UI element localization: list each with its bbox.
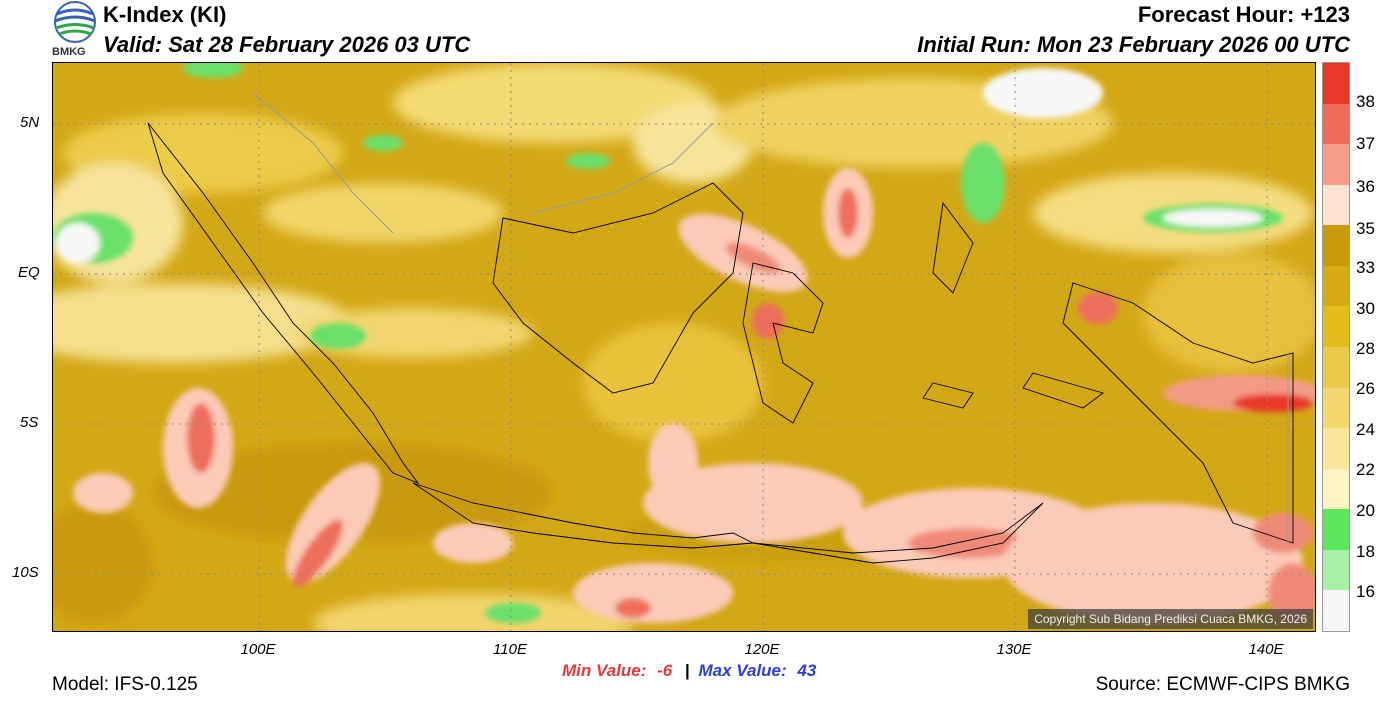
colorbar-segment [1323,103,1349,145]
max-label: Max Value: [698,661,787,680]
colorbar-label-16: 16 [1356,582,1375,601]
colorbar-segment [1323,468,1349,510]
colorbar-segment [1323,549,1349,591]
colorbar-label-20: 20 [1356,501,1375,520]
min-label: Min Value: [562,661,647,680]
lon-label-140e: 140E [1248,641,1284,658]
forecast-hour: Forecast Hour: +123 [1137,2,1350,27]
bmkg-logo-icon [50,0,100,62]
lon-label-120e: 120E [744,641,780,658]
colorbar-segment [1323,387,1349,429]
chart-title: K-Index (KI) [103,2,227,27]
borders [252,92,1289,543]
colorbar-label-35: 35 [1356,219,1375,238]
lat-label-5s: 5S [20,414,39,431]
low-index-areas [53,63,1283,623]
k-index-map: Copyright Sub Bidang Prediksi Cuaca BMKG… [52,62,1316,632]
colorbar-label-24: 24 [1356,420,1375,439]
logo-text: BMKG [52,46,86,58]
map-canvas [53,63,1315,631]
min-value: -6 [657,661,673,680]
lat-label-10s: 10S [12,564,39,581]
colorbar-label-22: 22 [1356,460,1375,479]
colorbar-segment [1323,590,1349,632]
colorbar-segment [1323,347,1349,389]
high-index-areas [73,168,1315,623]
colorbar-segment [1323,265,1349,307]
colorbar-label-36: 36 [1356,177,1375,196]
source-info: Source: ECMWF-CIPS BMKG [1095,674,1350,695]
colorbar-segment [1323,225,1349,267]
colorbar-segment [1323,63,1349,105]
colorbar-label-30: 30 [1356,299,1375,318]
colorbar [1322,62,1350,632]
colorbar-segment [1323,428,1349,470]
lon-label-100e: 100E [240,641,276,658]
colorbar-label-38: 38 [1356,92,1375,111]
lon-label-130e: 130E [996,641,1032,658]
lon-label-110e: 110E [493,641,527,658]
colorbar-segment [1323,184,1349,226]
colorbar-segment [1323,306,1349,348]
colorbar-label-33: 33 [1356,258,1375,277]
colorbar-segment [1323,509,1349,551]
coastlines [147,122,1294,564]
valid-time: Valid: Sat 28 February 2026 03 UTC [103,32,471,57]
separator: | [684,661,690,680]
min-max-values: Min Value: -6 | Max Value: 43 [562,661,816,681]
lat-label-eq: EQ [18,264,40,281]
colorbar-segment [1323,144,1349,186]
colorbar-label-37: 37 [1356,134,1375,153]
gridlines [53,63,1315,631]
model-info: Model: IFS-0.125 [52,674,198,695]
colorbar-label-26: 26 [1356,379,1375,398]
lat-label-5n: 5N [20,114,40,131]
colorbar-label-28: 28 [1356,339,1375,358]
colorbar-label-18: 18 [1356,542,1375,561]
copyright-notice: Copyright Sub Bidang Prediksi Cuaca BMKG… [1028,609,1313,629]
max-value: 43 [797,661,817,680]
initial-run: Initial Run: Mon 23 February 2026 00 UTC [917,32,1350,57]
